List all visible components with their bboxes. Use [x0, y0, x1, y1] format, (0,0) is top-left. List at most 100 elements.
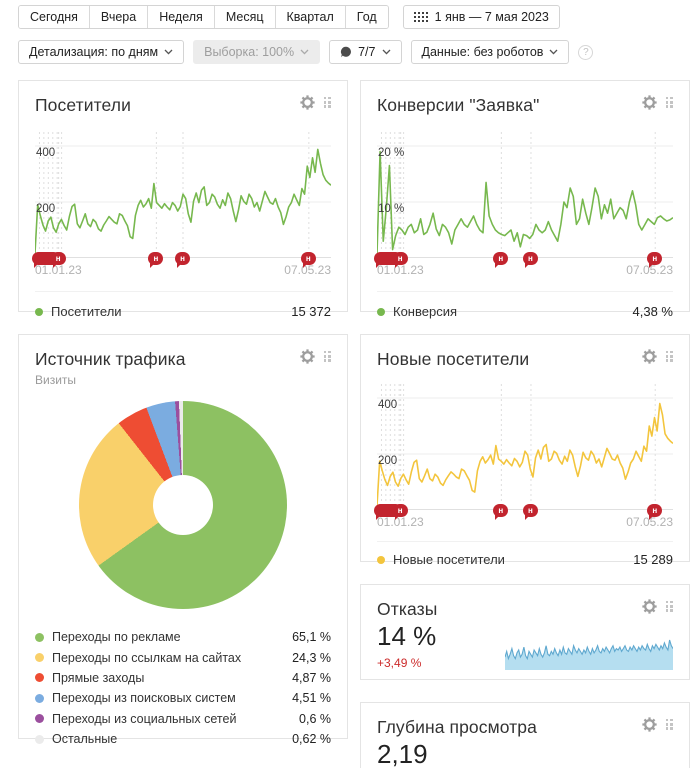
legend-item: Переходы по ссылкам на сайтах 24,3 % — [35, 647, 331, 667]
date-range-label: 1 янв — 7 мая 2023 — [434, 10, 549, 24]
traffic-donut-chart[interactable] — [79, 401, 287, 609]
date-range-button[interactable]: 1 янв — 7 мая 2023 — [402, 5, 560, 29]
x-axis-end-label: 07.05.23 — [626, 515, 673, 529]
y-tick: 10 % — [378, 203, 405, 215]
note-marker[interactable]: н — [148, 252, 164, 268]
x-axis-start-label: 01.01.23 — [35, 263, 82, 277]
x-axis-end-label: 07.05.23 — [284, 263, 331, 277]
series-total: 4,38 % — [632, 304, 673, 319]
series-value: 4,51 % — [292, 691, 331, 706]
period-year-button[interactable]: Год — [345, 6, 388, 28]
help-icon[interactable]: ? — [578, 44, 594, 60]
gear-icon[interactable] — [299, 95, 315, 110]
series-value: 4,87 % — [292, 670, 331, 685]
legend-item: Переходы из социальных сетей 0,6 % — [35, 709, 331, 729]
note-marker[interactable]: н — [493, 504, 509, 520]
drag-handle-icon[interactable] — [323, 96, 331, 109]
drag-handle-icon[interactable] — [665, 718, 673, 731]
note-marker[interactable]: н — [522, 504, 538, 520]
widget-title: Отказы — [377, 599, 438, 619]
comment-bubble-icon — [341, 46, 352, 58]
gear-icon[interactable] — [641, 599, 657, 614]
drag-handle-icon[interactable] — [665, 600, 673, 613]
note-marker[interactable]: н — [175, 252, 190, 268]
series-dot — [35, 653, 44, 663]
page-depth-value: 2,19 — [377, 739, 428, 768]
period-today-button[interactable]: Сегодня — [19, 6, 90, 28]
data-filter-label: Данные: без роботов — [421, 45, 544, 59]
series-value: 0,6 % — [299, 711, 331, 726]
series-dot — [35, 673, 44, 683]
note-marker[interactable]: н — [300, 252, 316, 268]
gear-icon[interactable] — [641, 95, 657, 110]
note-marker[interactable]: н — [522, 252, 538, 268]
x-axis-start-label: 01.01.23 — [377, 515, 424, 529]
series-value: 0,62 % — [292, 732, 331, 747]
note-marker[interactable]: н — [493, 252, 509, 268]
chevron-down-icon — [549, 49, 558, 55]
widget-title: Конверсии "Заявка" — [377, 95, 540, 115]
note-marker[interactable]: н — [392, 252, 408, 268]
y-tick: 200 — [378, 455, 398, 467]
notes-count-label: 7/7 — [358, 45, 376, 59]
period-quarter-button[interactable]: Квартал — [275, 6, 346, 28]
traffic-source-widget: Источник трафика Визиты Переходы по рекл… — [18, 334, 348, 746]
gear-icon[interactable] — [641, 717, 657, 732]
gear-icon[interactable] — [299, 349, 315, 364]
bounces-widget: Отказы 14 % +3,49 % — [360, 584, 690, 680]
legend-item: Переходы из поисковых систем 4,51 % — [35, 688, 331, 708]
drag-handle-icon[interactable] — [323, 350, 331, 363]
widget-title: Источник трафика — [35, 349, 186, 369]
pie-legend: Переходы по рекламе 65,1 % Переходы по сс… — [35, 627, 331, 749]
widget-title: Глубина просмотра — [377, 717, 537, 737]
period-month-button[interactable]: Месяц — [214, 6, 276, 28]
series-dot — [35, 714, 44, 724]
bounces-sparkline[interactable] — [505, 630, 673, 670]
series-value: 65,1 % — [292, 630, 331, 645]
sampling-dropdown[interactable]: Выборка: 100% — [193, 40, 321, 64]
note-marker[interactable]: н — [647, 504, 663, 520]
y-tick: 400 — [36, 147, 56, 159]
series-value: 24,3 % — [292, 650, 331, 665]
series-dot — [377, 555, 385, 564]
legend-row: Посетители 15 372 — [35, 291, 331, 319]
period-button-group: Сегодня Вчера Неделя Месяц Квартал Год — [18, 5, 389, 29]
bounce-rate-value: 14 % — [377, 621, 437, 651]
legend-row: Новые посетители 15 289 — [377, 541, 673, 567]
detail-label: Детализация: по дням — [29, 45, 159, 59]
series-dot — [35, 693, 44, 703]
visitors-line-chart — [35, 132, 331, 258]
chevron-down-icon — [300, 49, 309, 55]
filter-row: Детализация: по дням Выборка: 100% 7/7 Д… — [18, 40, 699, 64]
page-depth-widget: Глубина просмотра 2,19 — [360, 702, 690, 768]
series-dot — [35, 632, 44, 642]
period-yesterday-button[interactable]: Вчера — [89, 6, 149, 28]
calendar-grid-icon — [413, 11, 429, 23]
period-row: Сегодня Вчера Неделя Месяц Квартал Год 1… — [18, 5, 699, 29]
note-marker[interactable]: н — [392, 504, 408, 520]
drag-handle-icon[interactable] — [665, 96, 673, 109]
series-label: Переходы по рекламе — [52, 630, 181, 645]
series-dot — [35, 734, 44, 744]
note-marker[interactable]: н — [50, 252, 66, 268]
series-label: Остальные — [52, 732, 118, 747]
conversions-line-chart — [377, 132, 673, 258]
legend-item: Прямые заходы 4,87 % — [35, 668, 331, 688]
detail-dropdown[interactable]: Детализация: по дням — [18, 40, 185, 64]
gear-icon[interactable] — [641, 349, 657, 364]
widget-title: Новые посетители — [377, 349, 530, 369]
data-filter-dropdown[interactable]: Данные: без роботов — [410, 40, 570, 64]
note-marker[interactable]: н — [647, 252, 663, 268]
period-week-button[interactable]: Неделя — [148, 6, 215, 28]
drag-handle-icon[interactable] — [665, 350, 673, 363]
notes-dropdown[interactable]: 7/7 — [329, 40, 402, 64]
x-axis-end-label: 07.05.23 — [626, 263, 673, 277]
